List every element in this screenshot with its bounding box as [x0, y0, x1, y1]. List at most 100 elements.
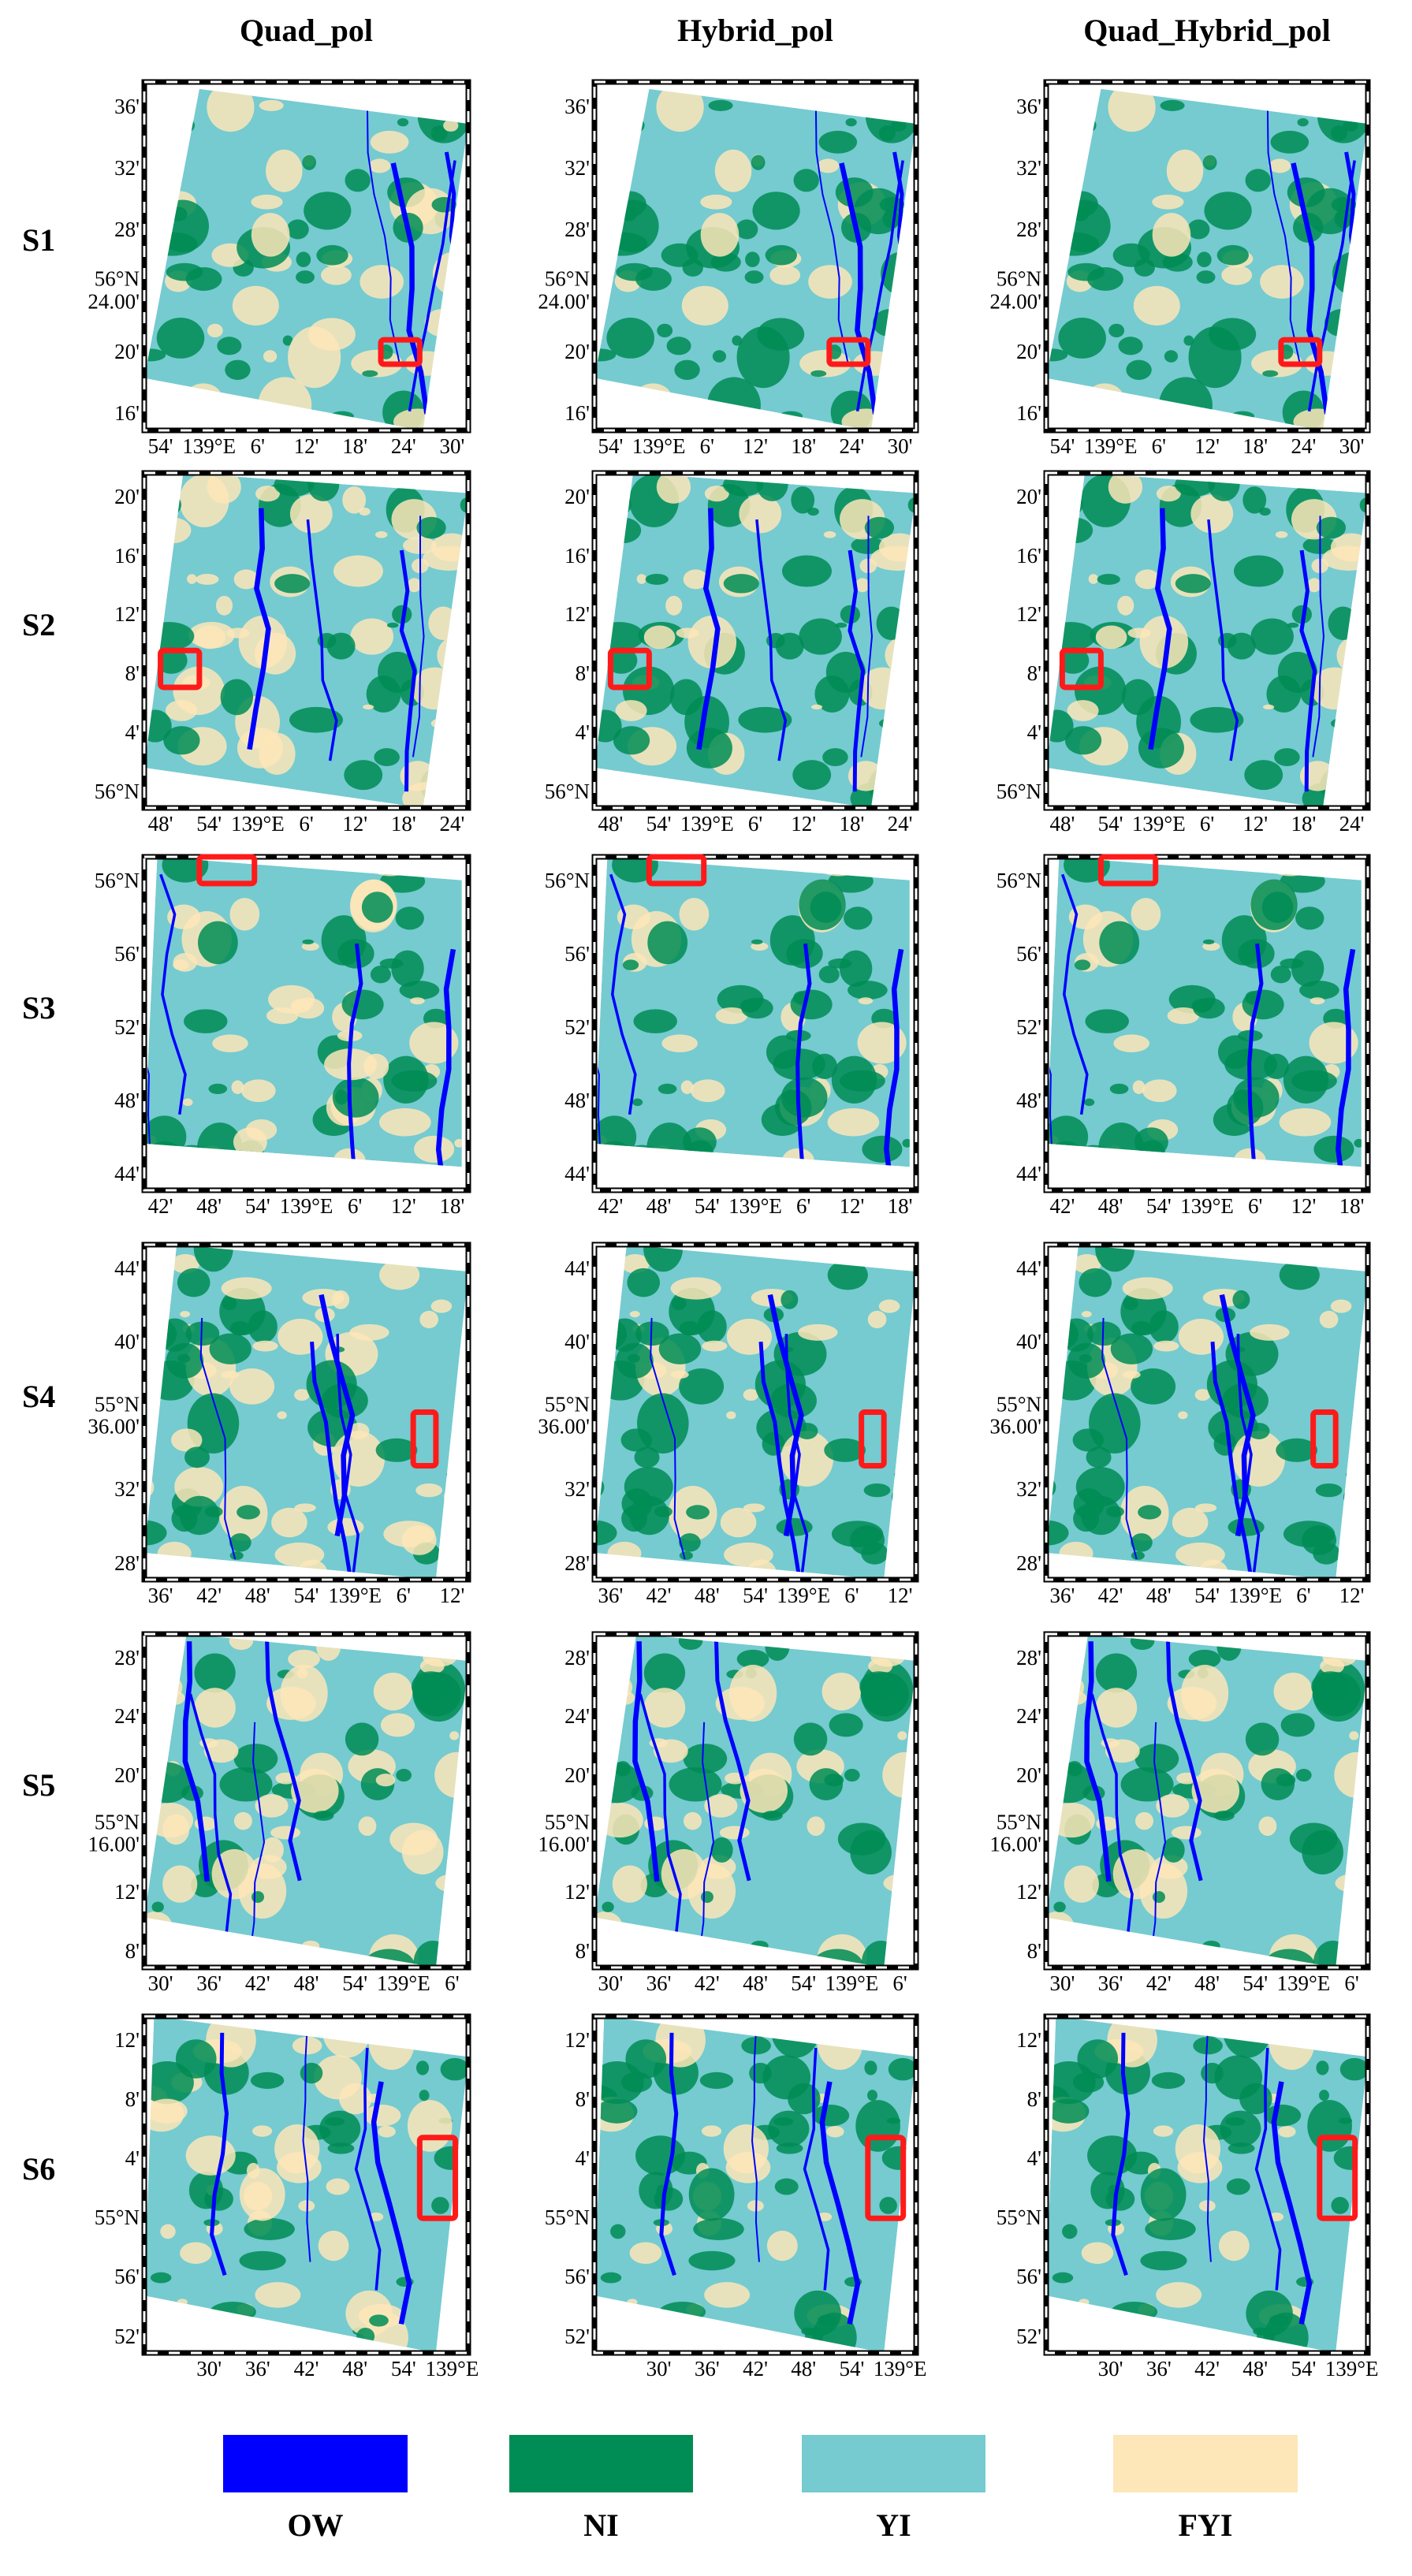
y-tick-label: 20' — [114, 1763, 140, 1787]
ow-lead — [371, 2081, 412, 2325]
y-tick-label: 8' — [575, 2086, 590, 2111]
ow-lead — [767, 1294, 804, 1537]
y-tick-label: 56' — [114, 2265, 140, 2289]
fyi-patch — [1330, 1299, 1352, 1313]
x-tick-label: 139°E — [328, 1584, 382, 1607]
fyi-patch — [702, 1340, 728, 1352]
ni-patch — [736, 1649, 769, 1669]
ni-patch — [1264, 2105, 1302, 2127]
ni-patch — [776, 2142, 803, 2154]
fyi-patch — [615, 700, 647, 721]
fyi-patch — [318, 2230, 349, 2261]
ni-patch — [1188, 1649, 1221, 1669]
ni-patch — [791, 486, 815, 514]
x-tick-label: 139°E — [1131, 812, 1186, 836]
x-tick-label: 48' — [1097, 1194, 1123, 1218]
ni-patch — [1052, 2272, 1074, 2284]
fyi-patch — [187, 574, 197, 584]
fyi-patch — [629, 1311, 640, 1318]
ni-patch — [1259, 507, 1271, 516]
ow-lead — [319, 1294, 356, 1537]
classified-image — [594, 857, 910, 1167]
x-tick-label: 54' — [646, 812, 672, 836]
y-tick-label: 55°N 36.00' — [989, 1392, 1041, 1439]
ni-patch — [879, 196, 905, 213]
fyi-patch — [358, 1816, 377, 1837]
fyi-patch — [207, 88, 255, 132]
ni-patch — [1064, 726, 1102, 755]
highlight-box — [865, 2135, 907, 2221]
frame-dash — [143, 80, 470, 432]
ni-patch — [1234, 555, 1283, 587]
x-tick-label: 18' — [1242, 434, 1269, 458]
x-tick-label: 6' — [1199, 812, 1215, 836]
ni-patch — [1316, 2060, 1329, 2075]
x-tick-label: 54' — [390, 2357, 416, 2381]
x-tick-label: 12' — [1339, 1584, 1365, 1607]
fyi-patch — [294, 1389, 310, 1402]
y-tick-label: 20' — [564, 339, 590, 363]
ni-patch — [1343, 119, 1358, 132]
y-tick-label: 4' — [1026, 2146, 1041, 2171]
fyi-patch — [714, 149, 752, 192]
y-tick-label: 8' — [125, 661, 140, 685]
fyi-patch — [1134, 1811, 1154, 1830]
y-tick-label: 40' — [564, 1330, 590, 1354]
fyi-patch — [194, 625, 226, 650]
fyi-patch — [419, 1310, 439, 1329]
ni-patch — [629, 1495, 669, 1536]
x-tick-label: 139°E — [825, 1971, 879, 1995]
ow-lead — [367, 110, 401, 362]
fyi-patch — [1156, 1794, 1190, 1818]
fyi-patch — [726, 1319, 773, 1355]
ow-lead — [1219, 1294, 1256, 1537]
fyi-patch — [251, 213, 290, 257]
ni-patch — [633, 1009, 677, 1033]
ni-patch — [419, 2090, 430, 2101]
fyi-patch — [1108, 88, 1156, 132]
ni-patch — [818, 130, 858, 154]
x-tick-label: 48' — [244, 1584, 270, 1607]
fyi-patch — [274, 1542, 325, 1567]
ni-patch — [1075, 1466, 1125, 1507]
ni-patch — [1077, 2039, 1119, 2079]
ow-lead — [310, 1342, 353, 1580]
y-tick-label: 8' — [1026, 661, 1041, 685]
fyi-patch — [823, 530, 836, 538]
y-tick-label: 28' — [564, 1645, 590, 1670]
x-tick-label: 12' — [293, 434, 319, 458]
ni-patch — [645, 573, 669, 585]
ni-patch — [606, 317, 654, 359]
ow-lead — [1203, 2019, 1212, 2262]
column-title: Quad_Hybrid_pol — [1083, 13, 1331, 48]
ni-patch — [386, 622, 399, 628]
ni-patch — [616, 1342, 654, 1379]
classified-image — [1046, 1634, 1368, 1967]
ni-patch — [166, 262, 203, 281]
fyi-patch — [370, 130, 409, 154]
fyi-patch — [1309, 1022, 1358, 1064]
fyi-patch — [739, 494, 782, 534]
ni-patch — [1097, 573, 1120, 585]
y-tick-label: 16' — [114, 400, 140, 425]
ni-patch — [1242, 989, 1284, 1020]
ni-patch — [1183, 335, 1194, 346]
ni-patch — [658, 1333, 702, 1364]
fyi-patch — [810, 704, 823, 710]
x-tick-label: 36' — [1049, 1584, 1075, 1607]
row-label: S4 — [22, 1378, 56, 1414]
ow-lead — [1060, 873, 1089, 1115]
y-tick-label: 8' — [575, 661, 590, 685]
y-tick-label: 16' — [1016, 400, 1041, 425]
ni-patch — [1339, 2057, 1368, 2081]
ni-patch — [862, 1135, 903, 1163]
ni-patch — [1084, 1098, 1095, 1107]
ni-patch — [1152, 1891, 1165, 1904]
fyi-patch — [241, 1079, 276, 1103]
fyi-patch — [1277, 2126, 1296, 2138]
y-tick-label: 52' — [564, 2324, 590, 2348]
x-tick-label: 24' — [839, 434, 865, 458]
y-tick-label: 8' — [1026, 2086, 1041, 2111]
ni-patch — [864, 516, 895, 539]
fyi-patch — [173, 959, 189, 970]
